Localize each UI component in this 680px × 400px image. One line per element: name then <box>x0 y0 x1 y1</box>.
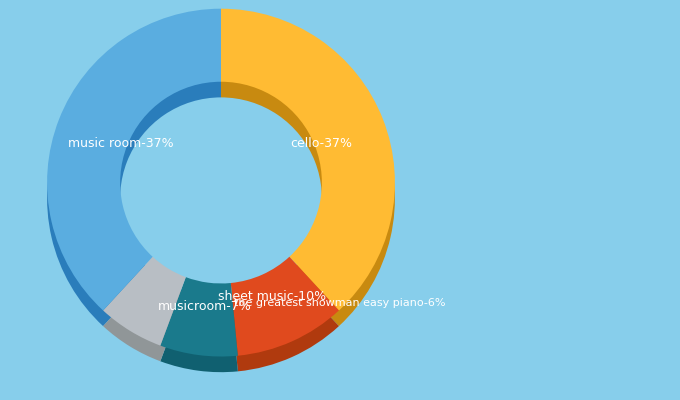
Wedge shape <box>47 9 221 310</box>
Text: sheet music-10%: sheet music-10% <box>218 290 326 303</box>
Text: music room-37%: music room-37% <box>68 137 173 150</box>
Wedge shape <box>221 9 395 310</box>
Text: cello-37%: cello-37% <box>290 137 352 150</box>
Wedge shape <box>231 272 339 371</box>
Text: musicroom-7%: musicroom-7% <box>158 300 252 313</box>
Wedge shape <box>160 293 238 372</box>
Wedge shape <box>103 257 186 346</box>
Text: the greatest showman easy piano-6%: the greatest showman easy piano-6% <box>233 298 445 308</box>
Wedge shape <box>221 24 395 326</box>
Wedge shape <box>47 24 221 326</box>
Wedge shape <box>231 257 339 356</box>
Wedge shape <box>160 277 238 356</box>
Wedge shape <box>103 272 186 361</box>
